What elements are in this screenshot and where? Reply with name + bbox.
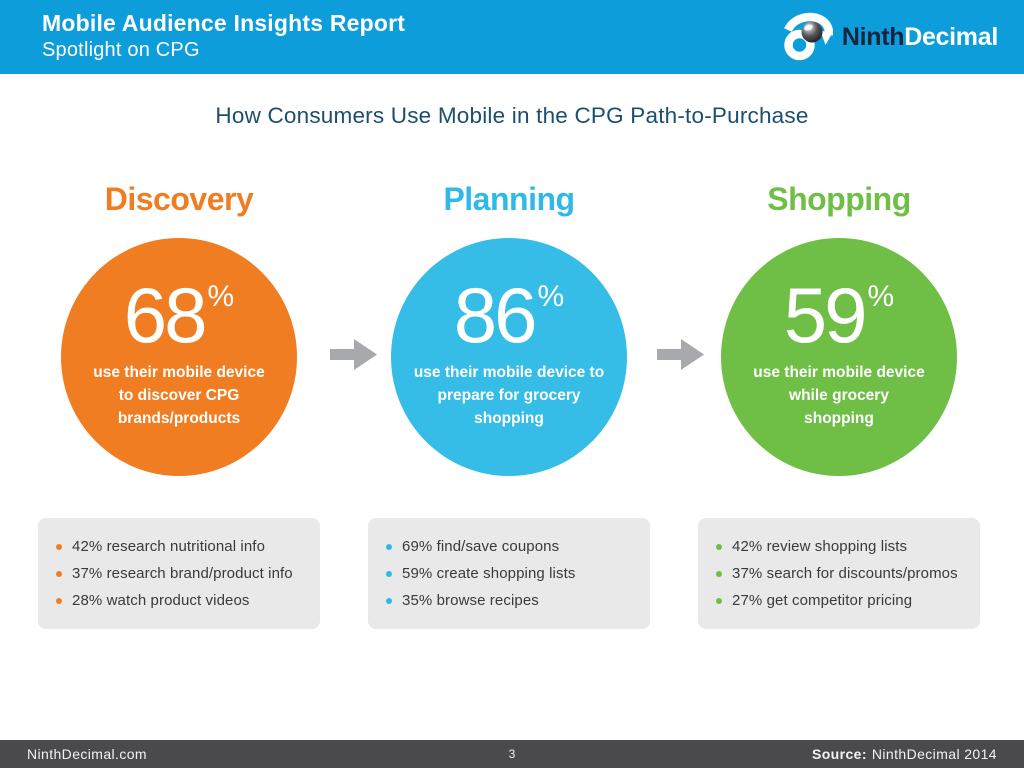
list-item: 42% research nutritional info	[56, 533, 310, 560]
stat-value-discovery: 68 %	[123, 270, 235, 359]
bullet-text: 59% create shopping lists	[402, 565, 576, 583]
bullet-dot-icon	[386, 571, 392, 578]
report-subtitle: Spotlight on CPG	[42, 38, 200, 61]
percent-sign: %	[867, 279, 895, 313]
column-discovery: Discovery 68 % use their mobile device t…	[38, 181, 320, 630]
list-item: 37% research brand/product info	[56, 560, 310, 587]
source-label: Source:	[811, 746, 867, 762]
logo-wordmark: NinthDecimal	[842, 23, 998, 52]
ninthdecimal-9-mark-icon	[783, 12, 833, 61]
bullet-text: 28% watch product videos	[72, 592, 250, 610]
bullet-dot-icon	[56, 544, 62, 551]
list-item: 42% review shopping lists	[716, 533, 970, 560]
flow-arrow-icon	[330, 339, 377, 370]
header-bar: Mobile Audience Insights Report Spotligh…	[0, 0, 1024, 74]
bullet-text: 27% get competitor pricing	[732, 592, 913, 610]
stat-value-shopping: 59 %	[783, 270, 895, 359]
stage-heading-planning: Planning	[443, 181, 575, 217]
footer-bar: NinthDecimal.com 3 Source: NinthDecimal 2…	[0, 740, 1024, 768]
slide-title: How Consumers Use Mobile in the CPG Path…	[215, 103, 809, 128]
ninthdecimal-logo: NinthDecimal	[781, 11, 998, 63]
bullet-text: 42% research nutritional info	[72, 538, 266, 556]
bullet-text: 37% research brand/product info	[72, 565, 293, 583]
page-number: 3	[508, 747, 516, 761]
stat-caption-discovery: use their mobile device to discover CPG …	[93, 363, 265, 428]
list-item: 37% search for discounts/promos	[716, 560, 970, 587]
bullet-dot-icon	[716, 571, 722, 578]
stage-heading-shopping: Shopping	[767, 181, 911, 217]
stat-caption-shopping: use their mobile device while grocery sh…	[753, 363, 925, 428]
bullet-dot-icon	[716, 544, 722, 551]
list-item: 28% watch product videos	[56, 587, 310, 614]
bullet-text: 35% browse recipes	[402, 592, 539, 610]
stat-number: 59	[783, 270, 868, 359]
report-title: Mobile Audience Insights Report	[42, 10, 406, 36]
logo-word-decimal: Decimal	[904, 22, 998, 51]
stat-circle-shopping: 59 % use their mobile device while groce…	[721, 238, 957, 477]
stage-heading-discovery: Discovery	[104, 181, 254, 217]
stat-caption-planning: use their mobile device to prepare for g…	[413, 363, 605, 428]
stat-number: 68	[123, 270, 208, 359]
stat-value-planning: 86 %	[453, 270, 565, 359]
list-item: 27% get competitor pricing	[716, 587, 970, 614]
source-value: NinthDecimal 2014	[871, 746, 997, 762]
list-item: 35% browse recipes	[386, 587, 640, 614]
bullet-dot-icon	[386, 544, 392, 551]
bullet-box-planning: 69% find/save coupons 59% create shoppin…	[368, 518, 650, 630]
stat-number: 86	[453, 270, 538, 359]
bullet-box-discovery: 42% research nutritional info 37% resear…	[38, 518, 320, 630]
header-text: Mobile Audience Insights Report Spotligh…	[42, 9, 405, 63]
column-shopping: Shopping 59 % use their mobile device wh…	[698, 181, 980, 630]
percent-sign: %	[207, 279, 235, 313]
logo-word-ninth: Ninth	[841, 22, 905, 51]
percent-sign: %	[537, 279, 565, 313]
bullet-dot-icon	[716, 598, 722, 605]
bullet-box-shopping: 42% review shopping lists 37% search for…	[698, 518, 980, 630]
footer-source: Source: NinthDecimal 2014	[812, 746, 997, 762]
bullet-text: 37% search for discounts/promos	[732, 565, 958, 583]
stage-columns: Discovery 68 % use their mobile device t…	[0, 181, 1024, 630]
list-item: 59% create shopping lists	[386, 560, 640, 587]
footer-website: NinthDecimal.com	[27, 746, 147, 762]
flow-arrow-icon	[657, 339, 704, 370]
bullet-text: 69% find/save coupons	[402, 538, 560, 556]
bullet-dot-icon	[56, 598, 62, 605]
bullet-text: 42% review shopping lists	[732, 538, 908, 556]
stat-circle-planning: 86 % use their mobile device to prepare …	[391, 238, 627, 477]
column-planning: Planning 86 % use their mobile device to…	[368, 181, 650, 630]
bullet-dot-icon	[386, 598, 392, 605]
stat-circle-discovery: 68 % use their mobile device to discover…	[61, 238, 297, 477]
bullet-dot-icon	[56, 571, 62, 578]
list-item: 69% find/save coupons	[386, 533, 640, 560]
